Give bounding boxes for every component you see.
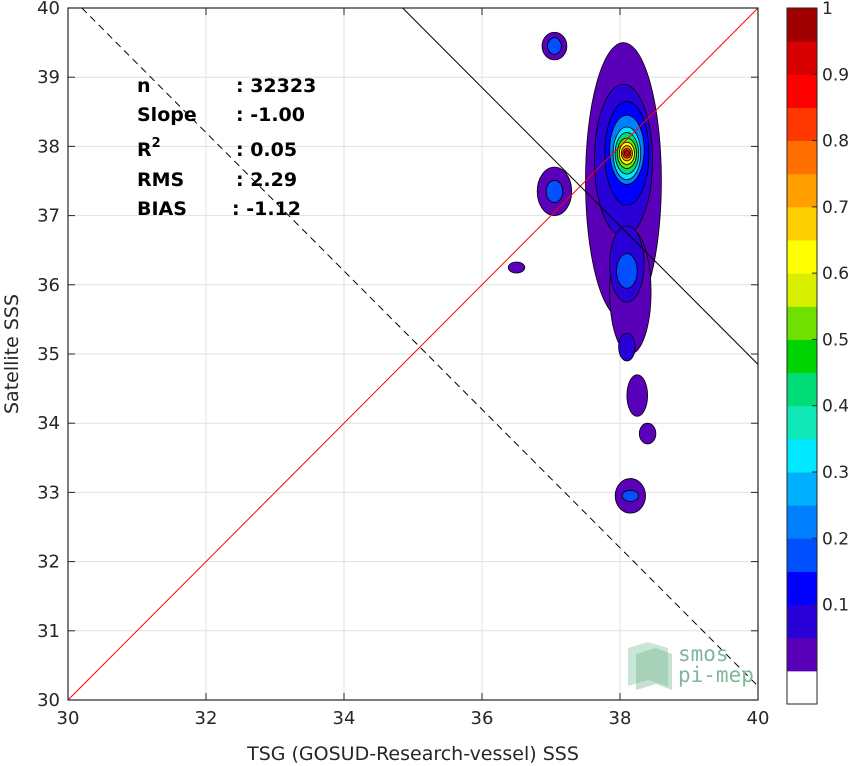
y-tick-label: 38 <box>37 136 60 157</box>
density-contour <box>545 179 564 203</box>
colorbar-tick-label: 0.3 <box>822 463 849 483</box>
colorbar-segment <box>787 505 817 539</box>
colorbar-frame <box>786 7 818 705</box>
x-tick-label: 38 <box>609 708 632 729</box>
colorbar: 0.1 0.2 0.3 0.4 0.5 0.6 0.7 0.8 0.9 1 <box>786 0 849 705</box>
colorbar-tick-label: 1 <box>822 0 833 19</box>
logo-text-line2: pi-mep <box>678 663 754 687</box>
colorbar-segment <box>787 8 817 42</box>
x-tick-label: 30 <box>57 708 80 729</box>
colorbar-segment <box>787 140 817 175</box>
colorbar-segment <box>787 339 817 374</box>
colorbar-segment <box>787 604 817 639</box>
colorbar-segment <box>787 538 817 572</box>
colorbar-segment <box>787 240 817 274</box>
colorbar-tick-label: 0.4 <box>822 397 849 417</box>
smos-pi-mep-logo: smos pi-mep <box>628 642 754 690</box>
stat-label-sup: 2 <box>152 136 161 151</box>
x-axis-label: TSG (GOSUD-Research-vessel) SSS <box>246 743 579 765</box>
logo-text-line1: smos <box>678 642 729 666</box>
stat-label: n <box>137 75 151 97</box>
density-contour <box>547 37 562 55</box>
density-contour <box>621 489 640 502</box>
colorbar-tick-label: 0.6 <box>822 264 849 284</box>
colorbar-segment <box>787 74 817 108</box>
density-contour <box>638 422 657 445</box>
colorbar-segment <box>787 372 817 407</box>
stats-box: n : 32323 Slope : -1.00 R2 : 0.05 RMS : 2.29 BIA… <box>137 75 316 220</box>
colorbar-tick-label: 0.7 <box>822 198 849 218</box>
regression-fit <box>81 8 758 687</box>
x-tick-label: 36 <box>471 708 494 729</box>
colorbar-segment <box>787 273 817 307</box>
stat-label: R2 <box>137 136 161 161</box>
density-contour <box>507 261 526 274</box>
density-contour <box>623 150 631 157</box>
x-tick-label: 32 <box>195 708 218 729</box>
stat-value: : -1.00 <box>236 104 305 126</box>
y-tick-label: 30 <box>37 690 60 711</box>
density-contour <box>616 253 638 289</box>
stat-label: BIAS <box>137 198 187 220</box>
y-tick-label: 32 <box>37 552 60 573</box>
y-tick-label: 35 <box>37 344 60 365</box>
colorbar-tick-label: 0.8 <box>822 132 849 152</box>
secondary-fit <box>402 8 758 365</box>
1-1-line <box>68 8 758 700</box>
stat-label: Slope <box>137 104 197 126</box>
colorbar-segment <box>787 107 817 142</box>
y-tick-label: 40 <box>37 0 60 19</box>
density-contour <box>618 332 636 362</box>
colorbar-tick-label: 0.1 <box>822 596 849 616</box>
x-tick-label: 40 <box>747 708 770 729</box>
stat-label: RMS <box>137 169 184 191</box>
density-contours <box>507 31 662 514</box>
stat-value: : 2.29 <box>236 169 297 191</box>
stat-value: : 0.05 <box>236 139 297 161</box>
fit-lines <box>68 8 758 700</box>
stat-value: : -1.12 <box>232 198 301 220</box>
y-tick-label: 36 <box>37 275 60 296</box>
colorbar-segment <box>787 173 817 208</box>
colorbar-segment <box>787 472 817 506</box>
colorbar-segment <box>787 41 817 75</box>
colorbar-segment <box>787 206 817 241</box>
y-tick-label: 34 <box>37 413 60 434</box>
colorbar-tick-label: 0.2 <box>822 529 849 549</box>
y-tick-label: 33 <box>37 482 60 503</box>
y-tick-label: 31 <box>37 621 60 642</box>
colorbar-tick-label: 0.9 <box>822 65 849 85</box>
colorbar-segment <box>787 571 817 606</box>
x-ticks: 30 32 34 36 38 40 <box>57 8 770 729</box>
colorbar-segment <box>787 438 817 473</box>
colorbar-segment <box>787 637 817 672</box>
colorbar-segment <box>787 405 817 440</box>
y-tick-label: 39 <box>37 67 60 88</box>
y-tick-label: 37 <box>37 206 60 227</box>
y-axis-label: Satellite SSS <box>1 294 23 414</box>
density-contour <box>626 374 649 417</box>
colorbar-tick-label: 0.5 <box>822 330 849 350</box>
x-tick-label: 34 <box>333 708 356 729</box>
stat-value: : 32323 <box>236 75 316 97</box>
colorbar-segment <box>787 670 817 705</box>
colorbar-segment <box>787 306 817 340</box>
y-ticks: 30 31 32 33 34 35 36 37 38 39 40 <box>37 0 758 711</box>
